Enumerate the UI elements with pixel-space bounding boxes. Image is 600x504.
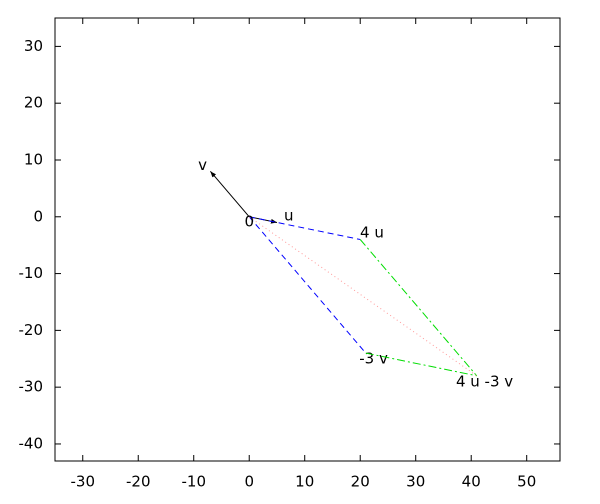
y-tick-label: -30: [19, 378, 44, 396]
y-tick-label: 10: [24, 150, 43, 168]
y-tick-label: 20: [24, 94, 43, 112]
y-tick-label: -40: [19, 434, 44, 452]
x-tick-label: -10: [181, 473, 206, 491]
origin-label: 0: [244, 212, 254, 230]
y-tick-label: -20: [19, 321, 44, 339]
vector-label: v: [198, 156, 207, 174]
vector-label: -3 v: [359, 350, 388, 368]
x-tick-label: -30: [70, 473, 95, 491]
plot-frame: [54, 17, 561, 462]
vector-label: 4 u: [360, 224, 384, 242]
vector-label: u: [284, 207, 294, 225]
vector-label: 4 u -3 v: [456, 372, 513, 390]
vector: [365, 352, 477, 377]
y-tick-label: -10: [19, 264, 44, 282]
x-tick-label: -20: [126, 473, 151, 491]
x-tick-label: 30: [406, 473, 425, 491]
vector: [210, 171, 250, 218]
x-tick-label: 10: [295, 473, 314, 491]
y-tick-label: 30: [24, 37, 43, 55]
y-tick-label: 0: [33, 207, 43, 225]
x-tick-label: 0: [244, 473, 254, 491]
x-tick-label: 20: [351, 473, 370, 491]
x-tick-label: 50: [517, 473, 536, 491]
x-tick-label: 40: [462, 473, 481, 491]
vector: [359, 239, 478, 377]
vector: [249, 216, 361, 240]
